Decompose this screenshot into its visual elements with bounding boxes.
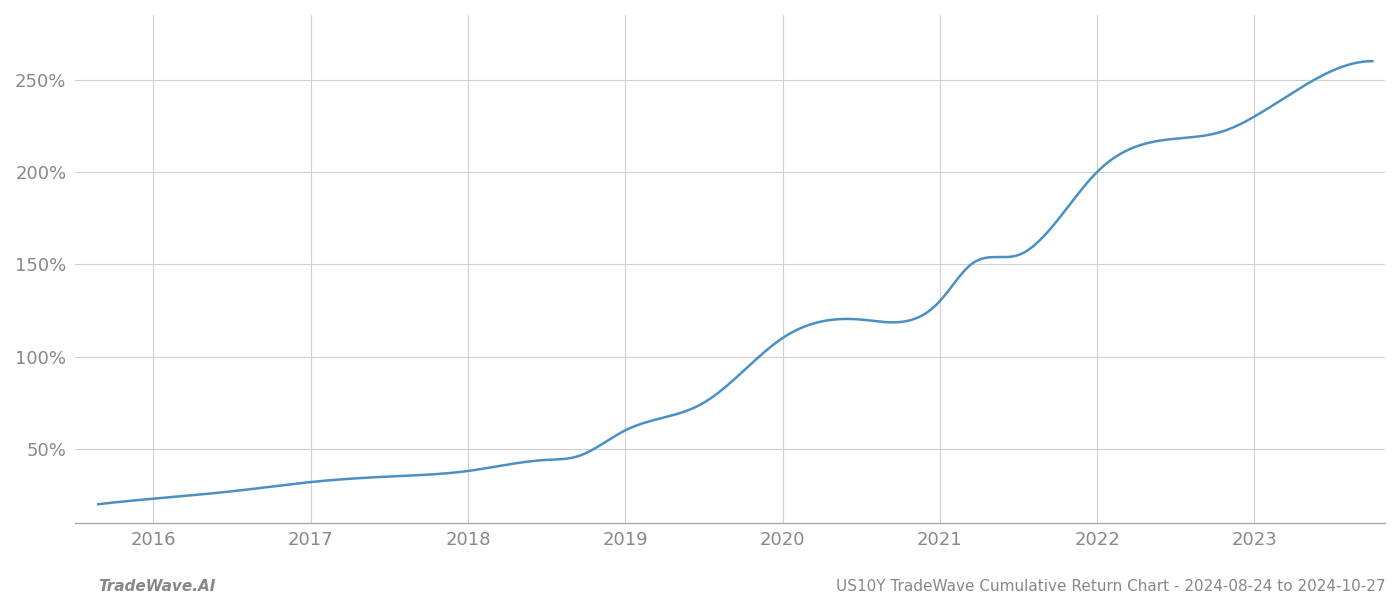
Text: TradeWave.AI: TradeWave.AI: [98, 579, 216, 594]
Text: US10Y TradeWave Cumulative Return Chart - 2024-08-24 to 2024-10-27: US10Y TradeWave Cumulative Return Chart …: [837, 579, 1386, 594]
